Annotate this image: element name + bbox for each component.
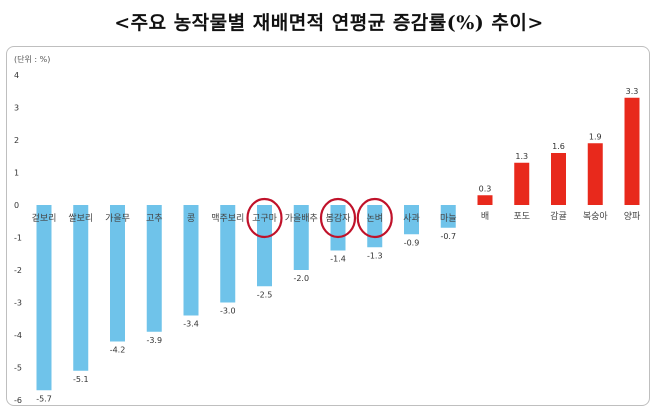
bar xyxy=(257,205,272,287)
y-tick-label: 1 xyxy=(14,169,19,178)
unit-label: (단위 : %) xyxy=(14,54,50,64)
value-label: 0.3 xyxy=(479,184,492,193)
y-tick-label: -5 xyxy=(14,364,22,373)
value-label: -2.0 xyxy=(293,274,309,283)
value-label: -1.4 xyxy=(330,255,346,264)
highlight-circle xyxy=(319,197,357,239)
highlight-circle xyxy=(246,197,283,239)
y-tick-label: 0 xyxy=(14,201,19,210)
y-tick-label: 2 xyxy=(14,136,19,145)
category-label: 감귤 xyxy=(550,210,567,222)
bar xyxy=(587,143,603,205)
category-label: 맥주보리 xyxy=(211,213,244,224)
value-labels: -5.7 -5.1 -4.2 -3.9 -3.4 -3.0 -2.5 -2.0 -1.4 -1.3… xyxy=(36,87,638,404)
bar xyxy=(73,205,89,371)
value-label: -5.7 xyxy=(36,394,52,403)
bars xyxy=(36,97,640,391)
value-label: -0.9 xyxy=(404,238,420,247)
value-label: 1.3 xyxy=(515,152,528,161)
y-tick-label: -4 xyxy=(14,331,22,340)
y-tick-label: 4 xyxy=(14,71,19,80)
category-label: 가을무 xyxy=(105,213,130,224)
category-label: 논벼 xyxy=(366,212,383,224)
bar xyxy=(146,205,162,332)
category-label: 양파 xyxy=(624,211,641,222)
value-label: -0.7 xyxy=(440,232,456,241)
y-tick-label: -1 xyxy=(14,234,22,243)
bar xyxy=(551,153,566,205)
category-label: 쌀보리 xyxy=(68,213,93,224)
bar xyxy=(477,195,493,205)
value-label: -1.3 xyxy=(367,251,383,260)
y-axis-ticks: 4 3 2 1 0 -1 -2 -3 -4 -5 -6 xyxy=(14,71,22,405)
category-label: 가을배추 xyxy=(285,213,318,224)
category-label: 배 xyxy=(481,211,489,222)
bar xyxy=(330,205,346,251)
bar xyxy=(293,205,309,270)
value-label: -3.9 xyxy=(146,336,162,345)
highlight-circles xyxy=(246,197,393,239)
category-label: 포도 xyxy=(513,212,530,222)
value-label: -4.2 xyxy=(110,346,126,355)
value-label: -3.0 xyxy=(220,307,236,316)
y-tick-label: -2 xyxy=(14,266,22,275)
bar xyxy=(183,205,199,316)
category-labels: 겉보리 쌀보리 가을무 고추 콩 맥주보리 고구마 가을배추 봄감자 논벼 사과 마늘 배 포도 감귤 복숭아… xyxy=(32,210,641,224)
chart-title: <주요 농작물별 재배면적 연평균 증감률(%) 추이> xyxy=(114,12,544,34)
bar xyxy=(220,205,236,303)
value-label: -5.1 xyxy=(73,375,89,384)
value-label: -3.4 xyxy=(183,320,199,329)
value-label: -2.5 xyxy=(257,290,273,299)
category-label: 사과 xyxy=(403,213,420,224)
y-tick-label: -3 xyxy=(14,299,22,308)
category-label: 고구마 xyxy=(252,213,278,224)
category-label: 콩 xyxy=(187,213,195,224)
bar xyxy=(514,162,530,205)
category-label: 고추 xyxy=(146,213,163,224)
bar xyxy=(36,205,52,391)
value-label: 3.3 xyxy=(626,87,639,96)
category-label: 봄감자 xyxy=(326,212,352,224)
bar xyxy=(367,205,383,248)
category-label: 복숭아 xyxy=(583,211,609,222)
y-tick-label: 3 xyxy=(14,104,19,113)
value-label: 1.6 xyxy=(552,142,565,151)
category-label: 마늘 xyxy=(440,213,457,224)
bar xyxy=(624,97,640,205)
bar xyxy=(404,205,419,235)
value-label: 1.9 xyxy=(589,132,602,141)
category-label: 겉보리 xyxy=(32,212,57,224)
bar xyxy=(440,205,456,228)
highlight-circle xyxy=(356,197,393,239)
y-tick-label: -6 xyxy=(14,396,22,405)
bar xyxy=(110,205,125,342)
